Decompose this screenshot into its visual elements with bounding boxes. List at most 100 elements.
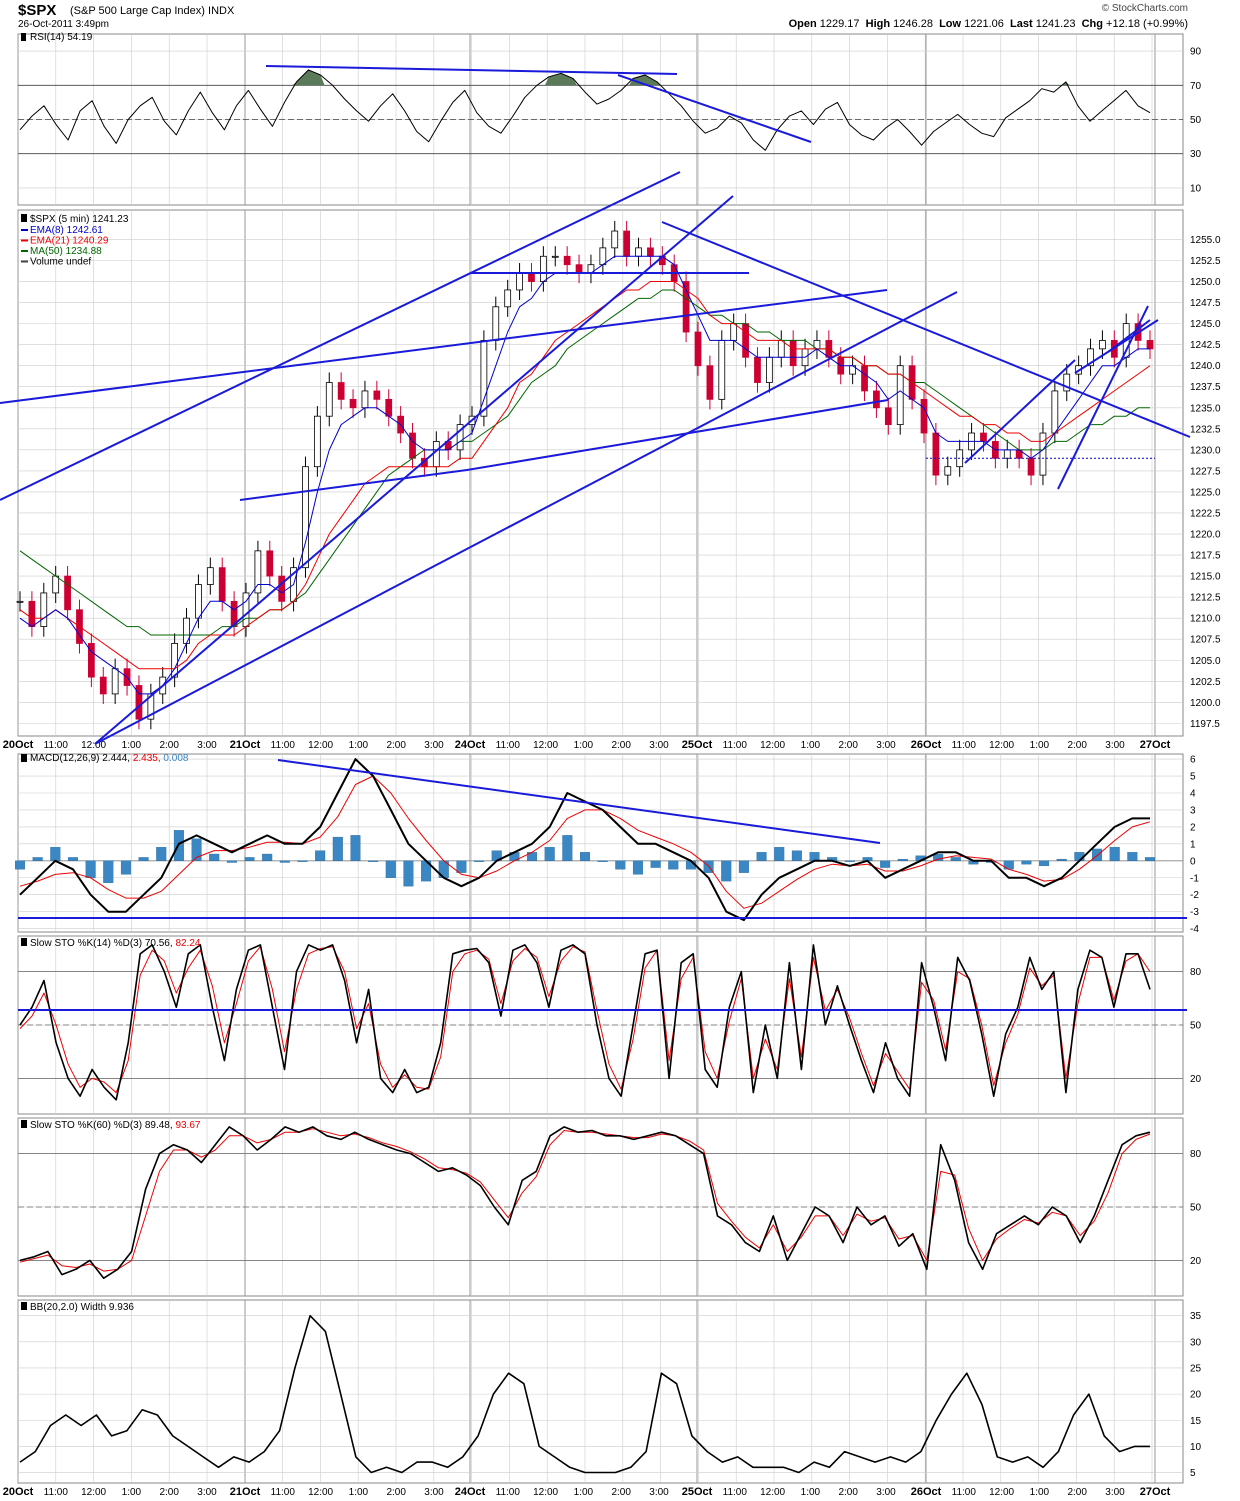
x-axis-label: 11:00: [44, 1487, 69, 1498]
macd-value: MACD(12,26,9) 2.444,: [30, 753, 133, 764]
macd-histogram-bar: [332, 836, 343, 861]
price-y-tick-label: 1230.0: [1190, 445, 1221, 456]
price-candle: [528, 272, 535, 282]
x-axis-label: 11:00: [723, 1487, 748, 1498]
price-y-tick-label: 1240.0: [1190, 361, 1221, 372]
sto60-d-value: 93.67: [175, 1120, 200, 1131]
price-candle: [385, 398, 393, 417]
bbw-y-tick-label: 15: [1190, 1416, 1202, 1427]
macd-histogram-bar: [474, 860, 485, 862]
x-axis-label: 12:00: [533, 1487, 558, 1498]
price-y-tick-label: 1207.5: [1190, 635, 1221, 646]
price-candle: [171, 643, 179, 678]
trendline: [94, 195, 734, 745]
price-candle: [409, 432, 416, 459]
macd-histogram-bar: [226, 860, 237, 863]
price-legend-label: EMA(21) 1240.29: [30, 236, 109, 247]
price-candle: [932, 432, 940, 476]
macd-y-tick-label: 0: [1190, 856, 1196, 867]
x-axis-label: 2:00: [159, 740, 179, 751]
x-axis-label: 2:00: [611, 740, 631, 751]
index-fullname: (S&P 500 Large Cap Index): [70, 5, 205, 17]
macd-title: MACD(12,26,9) 2.444, 2.435, 0.008: [30, 753, 189, 764]
brand-credit: © StockCharts.com: [1101, 3, 1188, 14]
x-axis-label: 27Oct: [1140, 739, 1171, 751]
x-axis-label: 1:00: [349, 1487, 369, 1498]
price-candle: [896, 365, 904, 426]
macd-y-tick-label: 1: [1190, 839, 1196, 850]
x-axis-label: 20Oct: [3, 739, 34, 751]
bbw-y-tick-label: 5: [1190, 1468, 1196, 1479]
price-candle: [516, 272, 523, 291]
x-axis-label: 3:00: [876, 1487, 896, 1498]
trendline: [964, 359, 1076, 464]
price-candle: [206, 567, 214, 585]
price-candle: [789, 340, 797, 367]
sto14-y-tick-label: 80: [1190, 967, 1202, 978]
x-axis-label: 12:00: [760, 1487, 785, 1498]
trendline: [0, 289, 888, 404]
price-candle: [64, 575, 71, 611]
sto60-y-tick-label: 20: [1190, 1256, 1202, 1267]
price-y-tick-label: 1247.5: [1190, 298, 1221, 309]
price-candle: [777, 340, 785, 358]
macd-histogram-bar: [67, 857, 78, 861]
price-candle: [765, 356, 773, 383]
price-y-tick-label: 1252.5: [1190, 256, 1221, 267]
x-axis-label: 12:00: [989, 740, 1014, 751]
sto60-y-tick-label: 50: [1190, 1203, 1202, 1214]
macd-histogram-bar: [1056, 858, 1067, 861]
macd-histogram-bar: [32, 857, 43, 861]
price-y-tick-label: 1205.0: [1190, 656, 1221, 667]
rsi-overbought-fill: [1061, 81, 1070, 86]
sto14-legend-swatch: [21, 938, 27, 946]
macd-signal-line: [19, 775, 1151, 909]
macd-histogram-bar: [156, 847, 167, 861]
macd-histogram-bar: [774, 847, 785, 861]
x-axis-label: 1:00: [1030, 1487, 1050, 1498]
bb-width-line: [19, 1314, 1150, 1474]
price-legend-label: EMA(8) 1242.61: [30, 225, 103, 236]
macd-histogram-bar: [844, 860, 855, 862]
x-axis-label: 12:00: [308, 1487, 333, 1498]
x-axis-label: 3:00: [424, 740, 444, 751]
trendline: [265, 65, 678, 75]
price-y-tick-label: 1200.0: [1190, 698, 1221, 709]
price-y-tick-label: 1232.5: [1190, 424, 1221, 435]
price-candle: [563, 255, 571, 266]
macd-panel: -4 -3 -2 -1 0 1 2 3 4 5 6 MACD(12,26,9) 2.444, 2.43…: [14, 753, 1199, 935]
macd-y-tick-label: -3: [1190, 907, 1199, 918]
sto14-panel: 20 50 80 Slow STO %K(14) %D(3) 70.56, 82.24: [17, 935, 1202, 1115]
macd-histogram-bar: [809, 852, 820, 861]
macd-histogram-bar: [1039, 860, 1050, 867]
index-name: (S&P 500 Large Cap Index) INDX: [70, 5, 234, 17]
price-candle: [682, 281, 690, 333]
macd-legend-swatch: [21, 754, 27, 762]
price-candle: [551, 255, 559, 258]
x-axis-label: 3:00: [876, 740, 896, 751]
x-axis-label: 1:00: [122, 740, 142, 751]
sto14-title: Slow STO %K(14) %D(3) 70.56, 82.24: [30, 938, 201, 949]
x-axis-label: 21Oct: [230, 739, 261, 751]
high-label: High: [865, 18, 891, 30]
macd-histogram-bar: [1092, 848, 1103, 861]
bbw-y-tick-label: 35: [1190, 1311, 1202, 1322]
x-axis-label: 11:00: [271, 740, 296, 751]
price-y-tick-label: 1245.0: [1190, 319, 1221, 330]
x-axis-label: 20Oct: [3, 1486, 34, 1498]
x-axis-label: 11:00: [723, 740, 748, 751]
macd-histogram-bar: [1003, 860, 1014, 870]
macd-y-tick-label: 6: [1190, 755, 1196, 766]
sto60-k-value: Slow STO %K(60) %D(3) 89.48,: [30, 1120, 175, 1131]
chg-value: +12.18 (+0.99%): [1106, 18, 1188, 30]
price-candle: [313, 415, 321, 468]
x-axis-label: 11:00: [496, 740, 521, 751]
x-axis-label: 1:00: [574, 740, 594, 751]
price-candle: [432, 441, 440, 468]
trendline: [94, 291, 958, 745]
macd-histogram-bar: [14, 860, 26, 870]
x-axis-label: 11:00: [271, 1487, 296, 1498]
price-y-tick-label: 1212.5: [1190, 593, 1221, 604]
macd-histogram-bar: [738, 860, 749, 873]
price-candle: [884, 407, 892, 426]
